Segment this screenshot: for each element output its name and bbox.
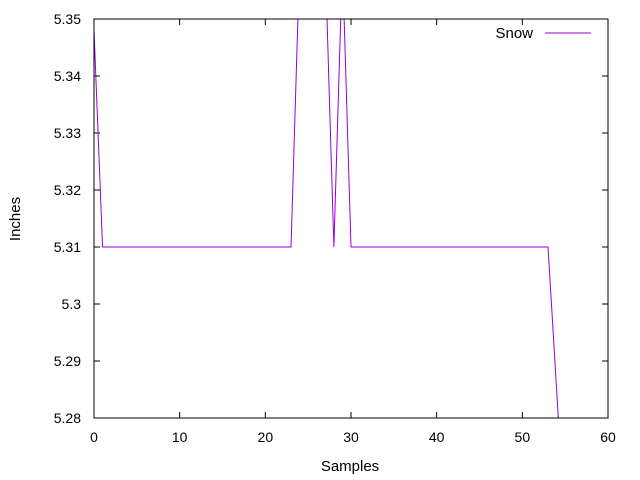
x-tick-label: 40 — [429, 429, 445, 445]
x-tick-label: 10 — [172, 429, 188, 445]
legend: Snow — [495, 25, 591, 42]
y-tick-label: 5.34 — [54, 68, 81, 84]
series-layer — [94, 19, 559, 418]
series-line-0 — [94, 19, 559, 418]
legend-label-snow: Snow — [495, 25, 533, 42]
y-tick-label: 5.35 — [54, 11, 81, 27]
y-tick-label: 5.29 — [54, 353, 81, 369]
x-tick-label: 50 — [515, 429, 531, 445]
y-axis-title: Inches — [7, 197, 24, 241]
y-axis-ticks: 5.28 5.29 5.3 5.31 5.32 5.33 5.34 5.35 — [54, 11, 608, 426]
y-tick-label: 5.3 — [62, 296, 82, 312]
x-axis-title: Samples — [321, 458, 379, 475]
plot-frame — [93, 18, 609, 419]
x-tick-label: 0 — [90, 429, 98, 445]
y-tick-label: 5.31 — [54, 239, 81, 255]
y-tick-label: 5.32 — [54, 182, 81, 198]
x-tick-label: 30 — [343, 429, 359, 445]
x-axis-ticks: 0 10 20 30 40 50 60 — [90, 19, 616, 445]
y-tick-label: 5.33 — [54, 125, 81, 141]
x-tick-label: 60 — [600, 429, 616, 445]
y-tick-label: 5.28 — [54, 410, 81, 426]
x-tick-label: 20 — [258, 429, 274, 445]
